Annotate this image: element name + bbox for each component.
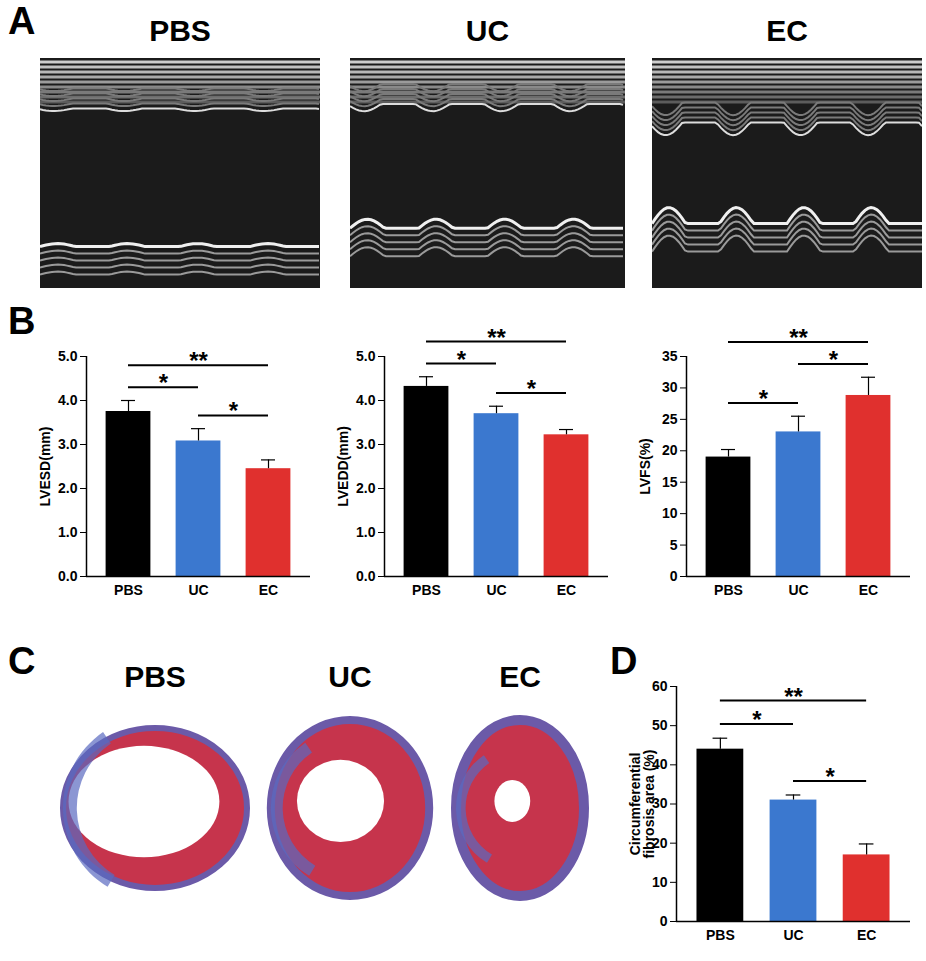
svg-text:*: * (759, 385, 769, 412)
svg-text:60: 60 (652, 678, 668, 694)
svg-text:4.0: 4.0 (356, 392, 376, 408)
svg-text:0: 0 (670, 568, 678, 584)
svg-text:10: 10 (652, 874, 668, 890)
svg-text:*: * (829, 346, 839, 373)
html-text:B: B (8, 300, 36, 342)
html-text:D: D (610, 640, 638, 682)
svg-text:*: * (825, 763, 835, 790)
svg-text:LVFS(%): LVFS(%) (637, 438, 653, 495)
html-text:UC: UC (465, 14, 510, 47)
svg-text:30: 30 (662, 379, 678, 395)
svg-text:20: 20 (651, 834, 668, 851)
svg-text:**: ** (789, 324, 808, 351)
svg-text:Circumferentialfibrosis area (: Circumferentialfibrosis area (%) (627, 750, 657, 859)
svg-text:EC: EC (857, 927, 876, 943)
svg-text:20: 20 (662, 442, 678, 458)
svg-text:**: ** (189, 347, 208, 374)
svg-text:5.0: 5.0 (356, 348, 376, 364)
svg-text:**: ** (784, 683, 803, 710)
html-text:PBS: PBS (149, 14, 211, 47)
svg-text:15: 15 (662, 474, 678, 490)
svg-text:*: * (457, 346, 467, 373)
svg-text:1.0: 1.0 (58, 524, 78, 540)
svg-text:2.0: 2.0 (356, 480, 376, 496)
svg-text:3.0: 3.0 (356, 436, 376, 452)
svg-text:25: 25 (662, 411, 678, 427)
svg-text:PBS: PBS (114, 582, 143, 598)
svg-text:*: * (752, 706, 762, 733)
svg-text:LVEDD(mm): LVEDD(mm) (335, 426, 351, 507)
svg-text:3.0: 3.0 (58, 436, 78, 452)
svg-text:35: 35 (662, 348, 678, 364)
svg-text:10: 10 (662, 505, 678, 521)
svg-text:EC: EC (859, 582, 878, 598)
html-text:PBS: PBS (124, 660, 186, 693)
svg-text:UC: UC (486, 582, 506, 598)
svg-text:**: ** (487, 324, 506, 351)
svg-text:EC: EC (557, 582, 576, 598)
svg-text:LVESD(mm): LVESD(mm) (37, 427, 53, 507)
svg-text:UC: UC (188, 582, 208, 598)
svg-text:0.0: 0.0 (356, 568, 376, 584)
svg-text:*: * (527, 375, 537, 402)
svg-text:4.0: 4.0 (58, 392, 78, 408)
svg-text:2.0: 2.0 (58, 480, 78, 496)
svg-text:PBS: PBS (706, 927, 735, 943)
svg-text:EC: EC (259, 582, 278, 598)
html-text:EC: EC (766, 14, 808, 47)
svg-text:PBS: PBS (714, 582, 743, 598)
svg-text:PBS: PBS (412, 582, 441, 598)
html-text:EC: EC (499, 660, 541, 693)
html-text:UC: UC (328, 660, 372, 693)
svg-text:40: 40 (651, 756, 668, 773)
svg-text:30: 30 (651, 795, 668, 812)
svg-text:50: 50 (652, 717, 668, 733)
html-text:A: A (8, 0, 36, 42)
svg-text:*: * (159, 369, 169, 396)
svg-text:5: 5 (670, 537, 678, 553)
svg-text:0.0: 0.0 (58, 568, 78, 584)
svg-text:0: 0 (660, 913, 668, 929)
svg-text:1.0: 1.0 (356, 524, 376, 540)
svg-text:*: * (229, 397, 239, 424)
svg-text:UC: UC (788, 582, 808, 598)
svg-text:5.0: 5.0 (58, 348, 78, 364)
html-text:C: C (8, 640, 36, 682)
svg-text:UC: UC (783, 927, 803, 943)
